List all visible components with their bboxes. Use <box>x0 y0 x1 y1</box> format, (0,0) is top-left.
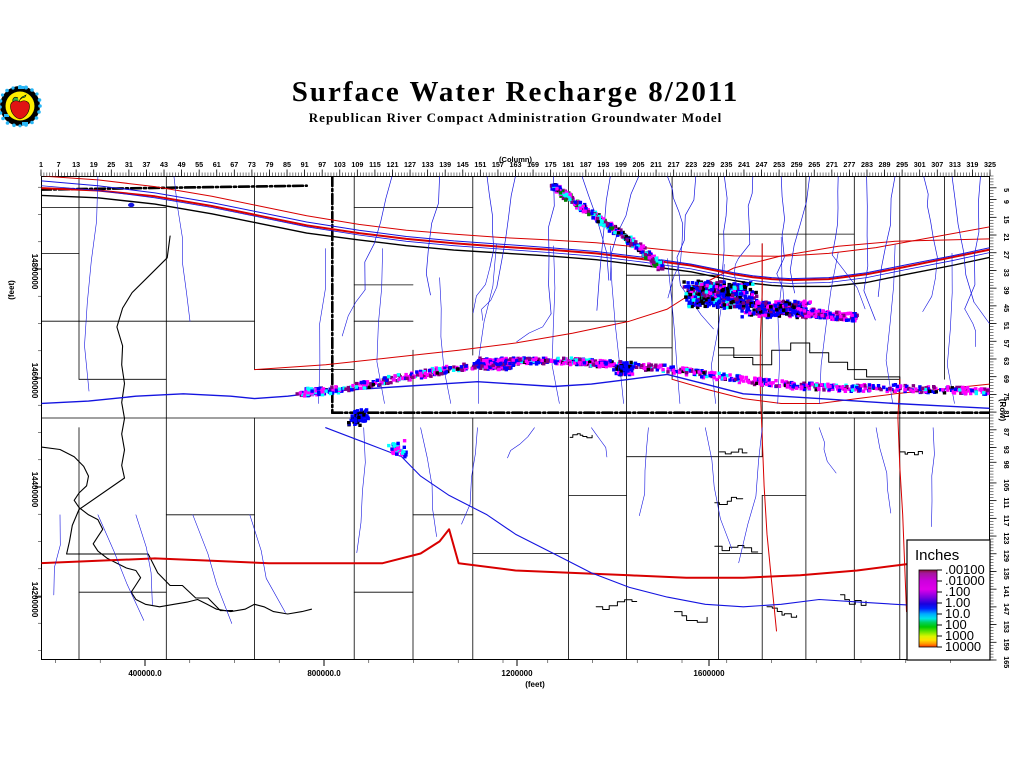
svg-text:10000: 10000 <box>945 639 981 654</box>
